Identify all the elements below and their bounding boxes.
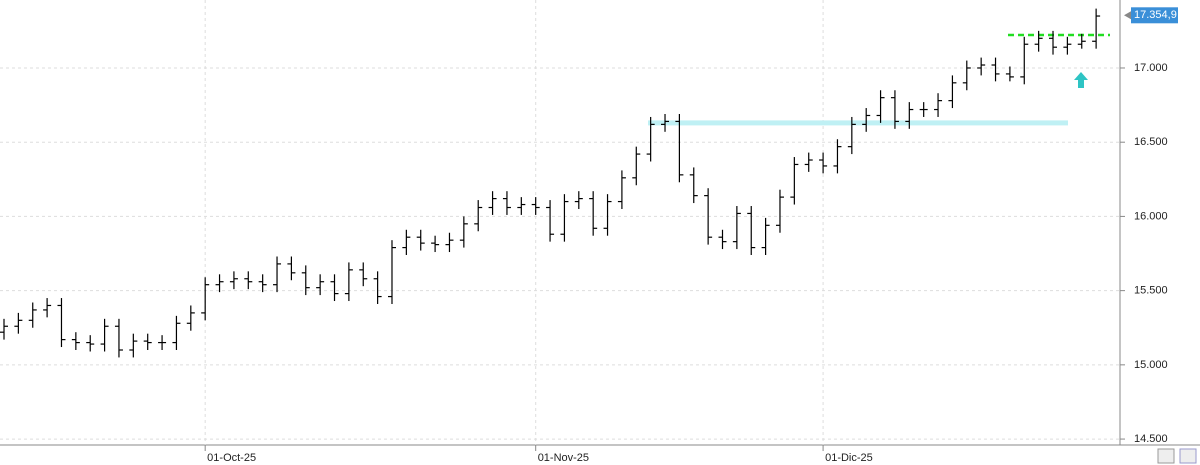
support-band	[648, 120, 1068, 126]
y-tick-label: 17.000	[1134, 62, 1168, 74]
x-tick-label: 01-Nov-25	[538, 452, 589, 464]
y-tick-label: 16.500	[1134, 136, 1168, 148]
x-tick-label: 01-Dic-25	[825, 452, 873, 464]
y-tick-label: 15.500	[1134, 285, 1168, 297]
y-tick-label: 16.000	[1134, 210, 1168, 222]
toolbar-button[interactable]	[1157, 448, 1175, 464]
save-button[interactable]	[1179, 448, 1197, 464]
last-price-label: 17.354,9	[1134, 9, 1177, 21]
last-price-box	[1131, 7, 1178, 24]
last-price-pointer	[1124, 11, 1131, 20]
y-tick-label: 14.500	[1134, 433, 1168, 445]
up-arrow	[1074, 72, 1088, 88]
y-tick-label: 15.000	[1134, 359, 1168, 371]
x-tick-label: 01-Oct-25	[207, 452, 256, 464]
